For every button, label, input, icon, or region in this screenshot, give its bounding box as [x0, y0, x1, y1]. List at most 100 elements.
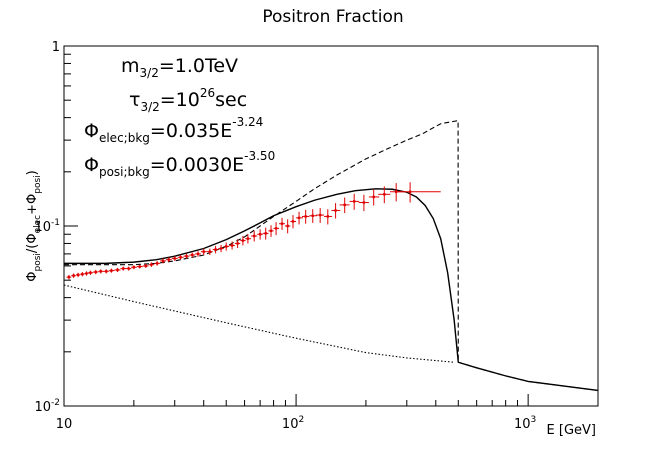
- chart-title: Positron Fraction: [262, 7, 403, 27]
- y-axis-label: Φposi/(Φelec+Φposi): [25, 170, 43, 282]
- series-line-solid: [64, 188, 599, 392]
- data-point: [160, 258, 166, 264]
- data-point: [229, 241, 235, 250]
- model-curves: [63, 119, 599, 392]
- data-point-marker: [208, 250, 212, 253]
- data-point-marker: [311, 214, 314, 217]
- data-point: [290, 215, 297, 229]
- data-point-marker: [352, 200, 356, 203]
- data-point-marker: [161, 259, 165, 263]
- data-point: [218, 244, 224, 253]
- data-point: [262, 227, 269, 240]
- data-point-marker: [116, 268, 119, 272]
- annotation-phi-posi: Φposi;bkg=0.0030E-3.50: [84, 149, 275, 179]
- data-point: [301, 209, 310, 224]
- data-point: [349, 193, 360, 210]
- x-tick-labels: 10 102 103: [56, 415, 537, 432]
- data-point: [189, 252, 196, 258]
- data-point: [171, 256, 178, 261]
- data-point: [131, 265, 137, 270]
- data-point-marker: [304, 215, 307, 218]
- data-point-marker: [132, 266, 136, 269]
- data-point: [284, 219, 291, 234]
- data-point: [103, 269, 109, 274]
- data-point: [177, 255, 184, 260]
- data-point-marker: [167, 258, 171, 261]
- data-point-marker: [89, 271, 92, 274]
- data-point-marker: [155, 262, 159, 265]
- data-point-marker: [274, 227, 278, 230]
- data-point-marker: [297, 216, 301, 220]
- data-point-marker: [230, 244, 234, 247]
- y-tick-label: 1: [52, 40, 60, 55]
- data-points: [66, 182, 441, 280]
- data-point: [165, 257, 172, 263]
- annotation-mass: m3/2=1.0TeV: [121, 55, 238, 80]
- y-tick-labels: 10-2 10-1 1: [34, 40, 60, 415]
- data-point-marker: [85, 272, 88, 275]
- data-point-marker: [196, 252, 200, 256]
- data-point: [398, 182, 441, 203]
- data-point-marker: [202, 250, 205, 253]
- data-point-marker: [110, 269, 113, 272]
- data-point: [223, 242, 230, 251]
- data-point: [257, 229, 263, 240]
- annotation-lifetime: τ3/2=1026sec: [129, 86, 247, 114]
- x-tick-label: 103: [514, 415, 536, 432]
- data-point: [378, 186, 391, 204]
- x-axis-ticks: [63, 394, 599, 406]
- data-point-marker: [362, 201, 366, 204]
- data-point: [206, 248, 213, 256]
- data-point: [339, 197, 350, 214]
- data-point: [309, 209, 317, 223]
- data-point: [245, 234, 252, 244]
- data-point-marker: [150, 263, 153, 266]
- data-point: [98, 269, 104, 274]
- data-point-marker: [291, 220, 295, 223]
- data-point: [316, 207, 325, 223]
- data-point-marker: [219, 247, 223, 250]
- data-point-marker: [67, 275, 71, 279]
- data-point: [234, 239, 241, 248]
- data-point: [126, 266, 132, 271]
- y-tick-label: 10-1: [34, 218, 60, 235]
- data-point: [88, 270, 94, 275]
- data-point-marker: [252, 234, 256, 238]
- data-point: [154, 261, 161, 266]
- x-tick-label: 10: [56, 417, 73, 432]
- data-point: [142, 264, 149, 268]
- data-point-marker: [173, 257, 176, 260]
- x-axis-label: E [GeV]: [547, 423, 596, 438]
- data-point: [136, 264, 143, 269]
- data-point: [114, 267, 121, 273]
- data-point-marker: [179, 256, 182, 259]
- data-point-marker: [408, 190, 412, 193]
- series-line-dashed: [64, 119, 599, 392]
- data-point-marker: [99, 270, 102, 273]
- data-point: [279, 217, 285, 231]
- data-point: [296, 211, 303, 225]
- data-point: [148, 262, 155, 267]
- data-point-marker: [127, 267, 130, 270]
- y-tick-label: 10-2: [34, 398, 60, 415]
- data-point-marker: [343, 203, 346, 207]
- data-point: [120, 266, 127, 271]
- data-point-marker: [269, 229, 273, 233]
- data-point-marker: [280, 222, 284, 225]
- data-point-marker: [264, 232, 267, 235]
- data-point-marker: [185, 254, 188, 258]
- data-point: [80, 272, 85, 277]
- data-point-marker: [241, 239, 245, 242]
- data-point: [71, 273, 76, 278]
- data-point: [93, 269, 99, 275]
- data-point-marker: [138, 265, 141, 268]
- data-point: [75, 272, 81, 278]
- data-point: [212, 245, 219, 254]
- annotation-phi-elec: Φelec;bkg=0.035E-3.24: [84, 115, 263, 145]
- data-point-marker: [258, 233, 262, 236]
- data-point: [324, 209, 333, 225]
- data-point-marker: [191, 253, 194, 257]
- data-point-marker: [105, 270, 108, 273]
- data-point: [200, 248, 207, 256]
